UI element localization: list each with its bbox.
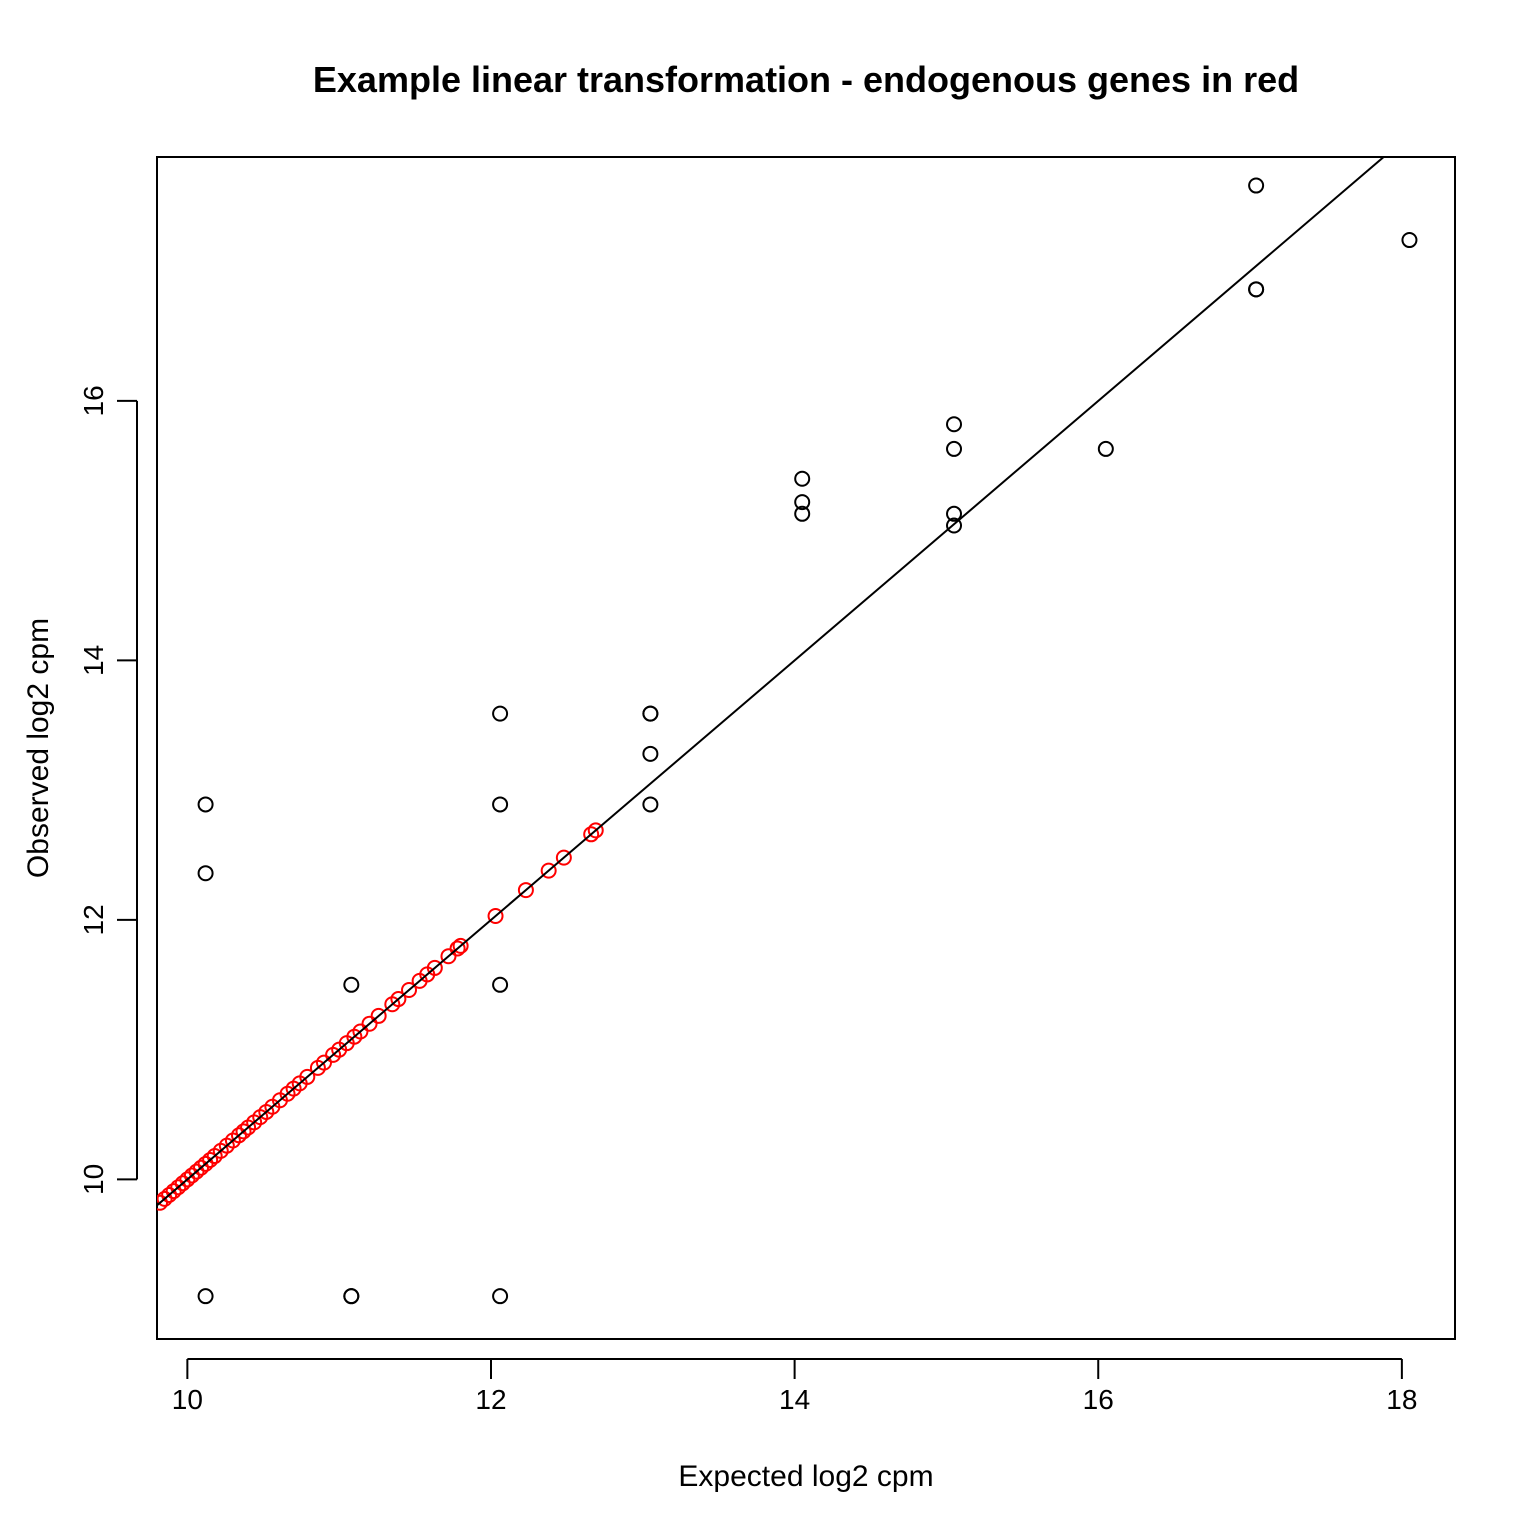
endogenous-point — [361, 1015, 378, 1032]
endogenous-point — [452, 937, 469, 954]
spike-in-point — [492, 1288, 509, 1305]
endogenous-point — [370, 1007, 387, 1024]
spike-in-point — [642, 796, 659, 813]
endogenous-point — [193, 1159, 210, 1176]
x-tick-label: 10 — [172, 1384, 203, 1415]
fit-line-layer — [157, 157, 1386, 1207]
spike-in-point — [946, 505, 963, 522]
endogenous-point — [157, 1190, 173, 1207]
spike-in-point — [1248, 177, 1265, 194]
endogenous-point — [352, 1023, 369, 1040]
endogenous-point — [299, 1068, 316, 1085]
points-layer — [157, 177, 1418, 1305]
spike-in-point — [794, 494, 811, 511]
x-tick-label: 18 — [1386, 1384, 1417, 1415]
endogenous-point — [517, 882, 534, 899]
spike-in-point — [794, 505, 811, 522]
spike-in-point — [794, 470, 811, 487]
endogenous-point — [174, 1175, 191, 1192]
endogenous-point — [235, 1123, 252, 1140]
y-tick-label: 12 — [78, 904, 109, 935]
endogenous-point — [183, 1167, 200, 1184]
x-axis-label: Expected log2 cpm — [678, 1460, 933, 1493]
y-axis-label: Observed log2 cpm — [22, 618, 55, 878]
endogenous-point — [165, 1183, 182, 1200]
endogenous-point — [540, 862, 557, 879]
endogenous-point — [170, 1179, 187, 1196]
spike-in-point — [343, 1288, 360, 1305]
spike-in-point — [946, 440, 963, 457]
endogenous-point — [230, 1127, 247, 1144]
chart-title: Example linear transformation - endogeno… — [313, 59, 1299, 100]
plot-frame — [156, 156, 1456, 1340]
y-tick-label: 14 — [78, 645, 109, 676]
endogenous-point — [315, 1054, 332, 1071]
spike-in-point — [946, 517, 963, 534]
spike-in-point — [492, 976, 509, 993]
endogenous-point — [179, 1171, 196, 1188]
endogenous-point — [426, 959, 443, 976]
y-axis: 10 12 14 16 — [78, 385, 138, 1195]
spike-in-point — [642, 745, 659, 762]
y-tick-label: 16 — [78, 385, 109, 416]
spike-in-point — [492, 796, 509, 813]
endogenous-point — [555, 849, 572, 866]
x-axis: 10 12 14 16 18 — [172, 1358, 1417, 1415]
endogenous-point — [390, 991, 407, 1008]
spike-in-point — [197, 1288, 214, 1305]
fit-line — [157, 157, 1386, 1207]
spike-in-point — [492, 705, 509, 722]
endogenous-point — [449, 940, 466, 957]
endogenous-point — [161, 1186, 178, 1203]
spike-in-point — [1097, 440, 1114, 457]
spike-in-point — [197, 796, 214, 813]
spike-in-point — [642, 705, 659, 722]
spike-in-point — [1401, 232, 1418, 249]
spike-in-point — [1248, 281, 1265, 298]
spike-in-point — [197, 865, 214, 882]
x-tick-label: 12 — [475, 1384, 506, 1415]
endogenous-point — [197, 1155, 214, 1172]
spike-in-point — [343, 976, 360, 993]
endogenous-point — [440, 948, 457, 965]
endogenous-point — [157, 1194, 169, 1211]
spike-in-point — [946, 416, 963, 433]
x-tick-label: 16 — [1083, 1384, 1114, 1415]
endogenous-point — [202, 1151, 219, 1168]
endogenous-point — [487, 908, 504, 925]
y-tick-label: 10 — [78, 1164, 109, 1195]
endogenous-point — [587, 822, 604, 839]
endogenous-point — [583, 826, 600, 843]
endogenous-point — [401, 981, 418, 998]
x-tick-label: 14 — [779, 1384, 810, 1415]
endogenous-point — [188, 1163, 205, 1180]
